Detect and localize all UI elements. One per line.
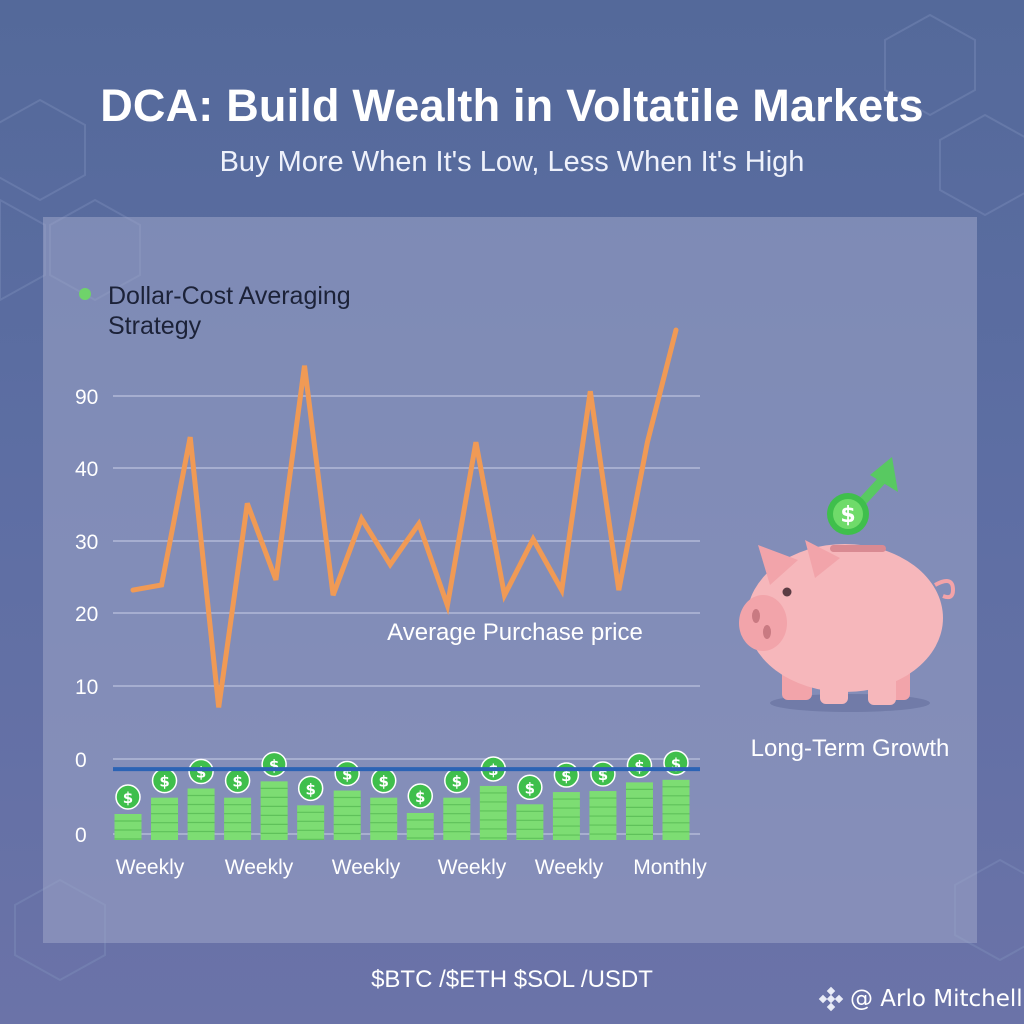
y-tick-label: 0 bbox=[75, 749, 87, 772]
y-tick-label: 20 bbox=[75, 603, 98, 626]
diamond-logo-icon bbox=[818, 986, 844, 1012]
purchase-bar bbox=[625, 782, 653, 840]
coin-dollar-sign: $ bbox=[269, 756, 279, 774]
x-tick-label: Monthly bbox=[633, 856, 707, 879]
piggy-caption: Long-Term Growth bbox=[751, 735, 950, 762]
coin-dollar-sign: $ bbox=[634, 757, 644, 775]
page-subtitle: Buy More When It's Low, Less When It's H… bbox=[219, 146, 805, 178]
dollar-coin-icon bbox=[626, 752, 653, 779]
coin-dollar-sign: $ bbox=[452, 773, 462, 791]
legend-label-line2: Strategy bbox=[108, 312, 202, 340]
coin-dollar-sign: $ bbox=[525, 779, 535, 797]
coin-dollar-sign: $ bbox=[196, 763, 206, 781]
dollar-coin-icon bbox=[297, 775, 324, 802]
price-series-line bbox=[130, 327, 679, 708]
y-tick-label: 0 bbox=[75, 824, 87, 847]
purchase-bar bbox=[443, 797, 471, 840]
purchase-bar bbox=[552, 792, 580, 840]
page-title: DCA: Build Wealth in Voltatile Markets bbox=[100, 80, 924, 131]
purchase-bar bbox=[187, 788, 215, 840]
legend-dot bbox=[79, 288, 91, 300]
dollar-coin-icon bbox=[115, 784, 141, 810]
legend-label-line1: Dollar-Cost Averaging bbox=[108, 282, 351, 310]
coin-dollar-sign: $ bbox=[671, 755, 681, 773]
purchase-bar bbox=[151, 797, 179, 840]
purchase-bar bbox=[114, 813, 142, 840]
svg-text:$: $ bbox=[840, 503, 855, 528]
purchase-bar bbox=[662, 779, 690, 840]
average-purchase-label: Average Purchase price bbox=[387, 619, 643, 646]
x-tick-label: Weekly bbox=[225, 856, 294, 879]
x-tick-label: Weekly bbox=[438, 856, 507, 879]
x-tick-label: Weekly bbox=[116, 856, 185, 879]
y-tick-label: 10 bbox=[75, 676, 98, 699]
author-name: @ Arlo Mitchell bbox=[850, 986, 1023, 1012]
coin-dollar-sign: $ bbox=[598, 766, 608, 784]
ticker-list: $BTC /$ETH $SOL /USDT bbox=[371, 966, 653, 993]
dollar-coin-icon bbox=[188, 758, 214, 785]
dollar-coin-icon: $ bbox=[827, 493, 869, 535]
coin-dollar-sign: $ bbox=[415, 788, 425, 806]
purchase-bar bbox=[516, 804, 544, 840]
dollar-coin-icon bbox=[517, 774, 543, 801]
coin-dollar-sign: $ bbox=[342, 766, 352, 784]
purchase-bar bbox=[479, 785, 507, 840]
purchase-bar bbox=[297, 805, 325, 840]
coin-dollar-sign: $ bbox=[159, 773, 169, 791]
coin-dollar-sign: $ bbox=[561, 767, 571, 785]
author-badge: @ Arlo Mitchell bbox=[818, 986, 1023, 1012]
coin-dollar-sign: $ bbox=[379, 773, 389, 791]
y-tick-label: 40 bbox=[75, 458, 98, 481]
coin-dollar-sign: $ bbox=[123, 789, 133, 807]
x-tick-label: Weekly bbox=[332, 856, 401, 879]
purchase-bar bbox=[370, 797, 398, 840]
purchase-bar bbox=[224, 797, 252, 840]
coin-dollar-sign: $ bbox=[305, 780, 315, 798]
y-tick-label: 90 bbox=[75, 386, 98, 409]
piggy-bank-icon bbox=[739, 540, 956, 712]
x-tick-label: Weekly bbox=[535, 856, 604, 879]
y-tick-label: 30 bbox=[75, 531, 98, 554]
purchase-bar bbox=[406, 812, 434, 840]
purchase-bar bbox=[260, 781, 288, 840]
dollar-coin-icon bbox=[407, 783, 434, 809]
growth-arrow-icon bbox=[870, 457, 898, 492]
coin-dollar-sign: $ bbox=[232, 773, 242, 791]
